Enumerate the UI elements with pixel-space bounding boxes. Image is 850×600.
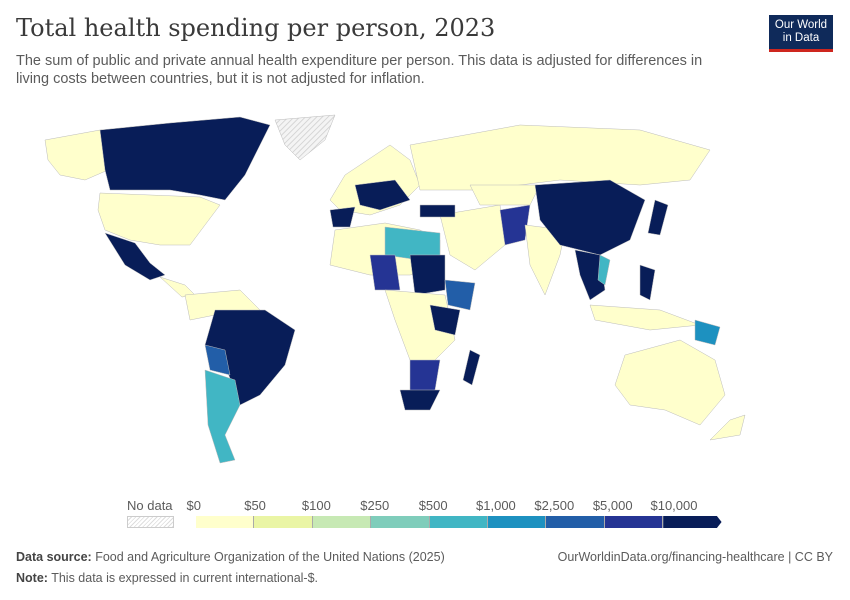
region-indonesia[interactable] bbox=[589, 304, 701, 331]
region-sudan[interactable] bbox=[409, 254, 446, 296]
region-ethiopia[interactable] bbox=[444, 279, 476, 311]
region-usa[interactable] bbox=[97, 192, 221, 246]
legend-bin[interactable] bbox=[429, 516, 488, 528]
note-label: Note: bbox=[16, 571, 48, 585]
chart-subtitle: The sum of public and private annual hea… bbox=[16, 53, 703, 87]
legend-bin[interactable] bbox=[196, 516, 255, 528]
legend-tick-label: $5,000 bbox=[592, 498, 633, 513]
source-url[interactable]: OurWorldinData.org/financing-healthcare … bbox=[557, 550, 833, 564]
region-central-asia[interactable] bbox=[469, 184, 541, 206]
legend-tick-label: $10,000 bbox=[650, 498, 698, 513]
region-east-africa[interactable] bbox=[429, 304, 461, 336]
region-pakistan[interactable] bbox=[499, 204, 531, 246]
legend-tick-label: $0 bbox=[186, 498, 202, 513]
legend-no-data-label: No data bbox=[127, 498, 173, 513]
region-philippines[interactable] bbox=[639, 264, 656, 301]
region-argentina[interactable] bbox=[204, 369, 241, 464]
region-papua-new-guinea[interactable] bbox=[694, 319, 721, 346]
legend-bin[interactable] bbox=[312, 516, 372, 528]
world-map[interactable] bbox=[0, 105, 760, 475]
region-russia[interactable] bbox=[409, 124, 711, 191]
legend-no-data-swatch bbox=[127, 516, 174, 528]
note-text: This data is expressed in current intern… bbox=[51, 571, 319, 585]
region-australia[interactable] bbox=[614, 339, 726, 426]
legend-bin[interactable] bbox=[546, 516, 605, 528]
legend-tick-label: $100 bbox=[301, 498, 331, 513]
region-western-europe[interactable] bbox=[354, 179, 411, 211]
region-canada[interactable] bbox=[99, 116, 271, 201]
note: Note: This data is expressed in current … bbox=[16, 571, 318, 585]
legend-bin[interactable] bbox=[604, 516, 664, 528]
region-new-zealand[interactable] bbox=[709, 414, 746, 441]
source-label: Data source: bbox=[16, 550, 92, 564]
legend-bin[interactable] bbox=[663, 516, 722, 528]
region-greenland[interactable] bbox=[274, 114, 336, 161]
legend-tick-label: $2,500 bbox=[534, 498, 575, 513]
legend-tick-label: $1,000 bbox=[476, 498, 516, 513]
region-alaska[interactable] bbox=[44, 129, 109, 181]
legend-bin[interactable] bbox=[371, 516, 430, 528]
chart-title: Total health spending per person, 2023 bbox=[16, 14, 496, 42]
region-turkey[interactable] bbox=[419, 204, 456, 218]
region-iberia[interactable] bbox=[329, 206, 356, 228]
region-madagascar[interactable] bbox=[462, 349, 481, 386]
legend-tick-label: $50 bbox=[244, 498, 266, 513]
legend-bin[interactable] bbox=[488, 516, 547, 528]
owid-logo[interactable]: Our World in Data bbox=[769, 15, 833, 52]
region-vietnam[interactable] bbox=[597, 254, 611, 286]
legend-bin[interactable] bbox=[254, 516, 313, 528]
region-japan[interactable] bbox=[647, 199, 669, 236]
region-southeast-asia[interactable] bbox=[574, 249, 606, 301]
region-bolivia[interactable] bbox=[204, 344, 231, 376]
region-south-africa[interactable] bbox=[399, 389, 441, 411]
source-text: Food and Agriculture Organization of the… bbox=[95, 550, 445, 564]
region-mexico[interactable] bbox=[104, 232, 166, 281]
legend-tick-label: $500 bbox=[418, 498, 448, 513]
legend-tick-label: $250 bbox=[360, 498, 390, 513]
region-china[interactable] bbox=[534, 179, 646, 256]
region-sahel[interactable] bbox=[369, 254, 401, 291]
region-middle-east[interactable] bbox=[439, 204, 506, 271]
region-central-america[interactable] bbox=[159, 276, 196, 298]
data-source: Data source: Food and Agriculture Organi… bbox=[16, 550, 445, 564]
